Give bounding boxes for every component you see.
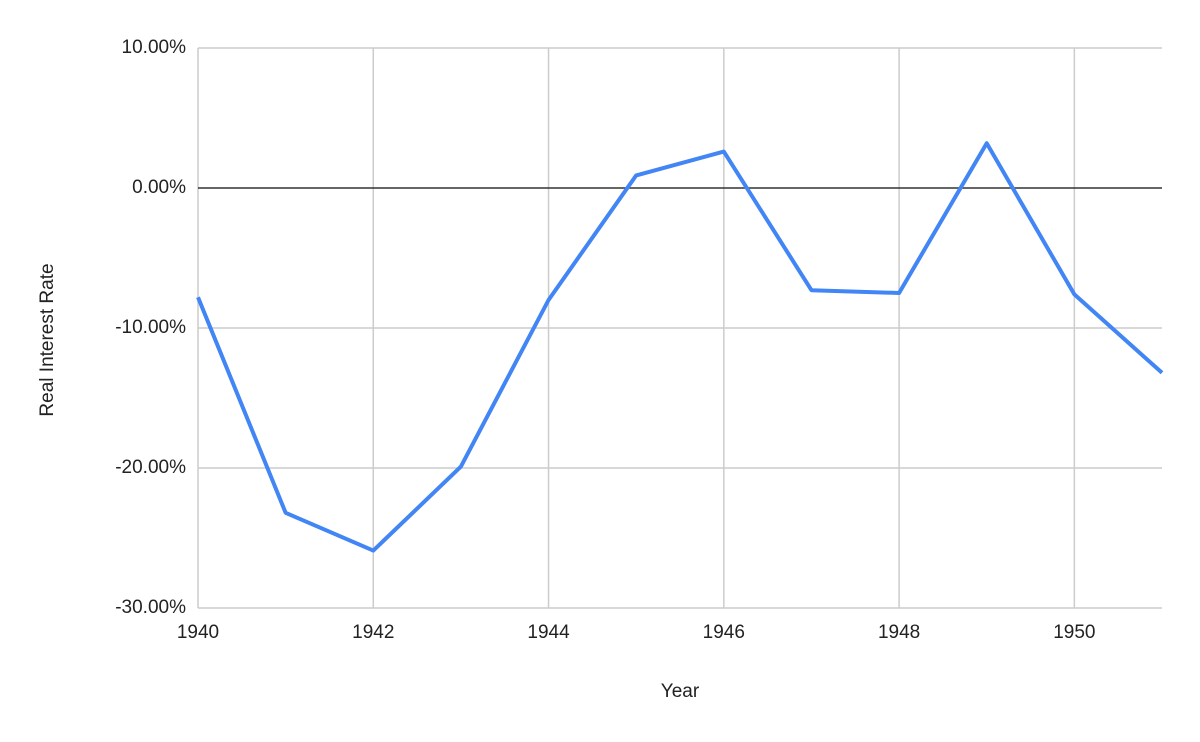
y-axis-label: Real Interest Rate xyxy=(37,263,58,416)
x-tick-label: 1948 xyxy=(878,622,920,643)
y-tick-label: -20.00% xyxy=(115,457,186,478)
y-tick-label: -10.00% xyxy=(115,317,186,338)
x-tick-label: 1946 xyxy=(703,622,745,643)
x-tick-label: 1944 xyxy=(527,622,570,643)
x-tick-label: 1942 xyxy=(352,622,394,643)
x-tick-label: 1950 xyxy=(1053,622,1095,643)
data-line xyxy=(196,141,1164,553)
y-tick-label: -30.00% xyxy=(115,597,186,618)
y-tick-label: 0.00% xyxy=(132,177,186,198)
y-tick-label: 10.00% xyxy=(122,37,187,58)
x-axis-label: Year xyxy=(661,681,700,702)
x-tick-label: 1940 xyxy=(177,622,219,643)
